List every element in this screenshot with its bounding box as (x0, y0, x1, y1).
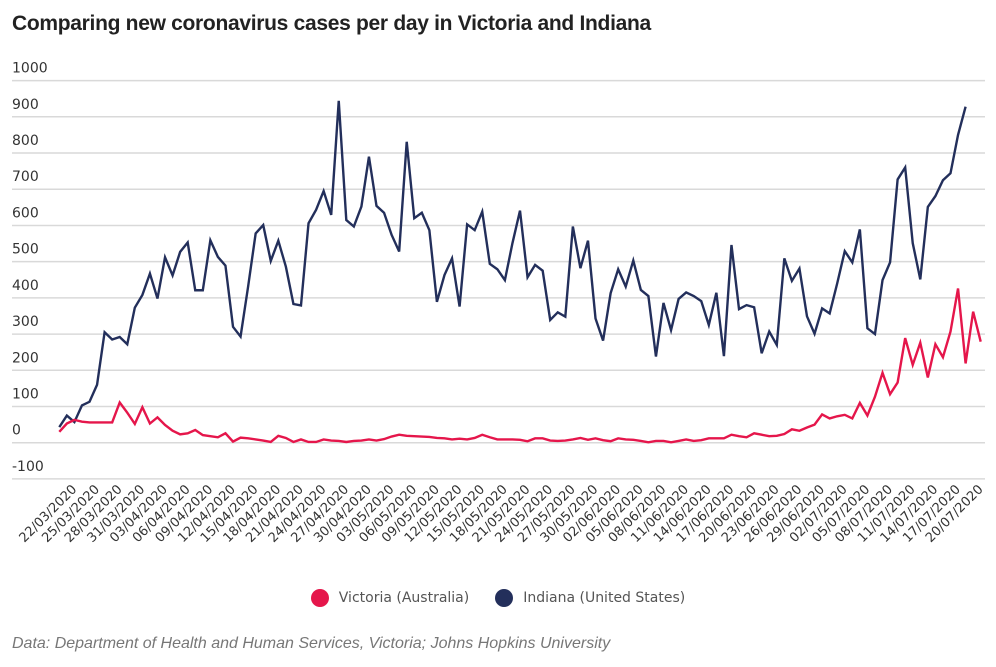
y-tick-label: 200 (12, 350, 39, 366)
y-tick-label: 600 (12, 205, 39, 221)
legend-item-victoria[interactable]: Victoria (Australia) (310, 589, 470, 607)
line-chart: -100 0 100 200 300 400 500 600 700 800 900 1000 22/… (12, 61, 987, 546)
y-tick-label: 0 (12, 423, 21, 439)
y-axis-ticks: -100 0 100 200 300 400 500 600 700 800 900 1000 (12, 61, 48, 475)
gridlines (12, 79, 985, 480)
source-note: Data: Department of Health and Human Ser… (12, 635, 611, 652)
y-tick-label: 500 (12, 242, 39, 258)
x-axis-ticks: 22/03/202025/03/202028/03/202031/03/2020… (17, 482, 987, 546)
legend-label-victoria: Victoria (Australia) (338, 590, 470, 606)
y-tick-label: 700 (12, 169, 39, 185)
y-tick-label: -100 (12, 459, 44, 475)
series-lines (58, 100, 982, 444)
legend-label-indiana: Indiana (United States) (523, 590, 686, 606)
legend: Victoria (Australia) Indiana (United Sta… (0, 589, 996, 607)
legend-swatch-indiana (495, 589, 514, 607)
y-tick-label: 900 (12, 97, 39, 113)
y-tick-label: 100 (12, 386, 39, 402)
y-tick-label: 800 (12, 133, 39, 149)
series-line-indiana (58, 100, 967, 428)
legend-swatch-victoria (310, 589, 329, 607)
y-tick-label: 1000 (12, 61, 48, 77)
legend-item-indiana[interactable]: Indiana (United States) (495, 589, 685, 607)
chart-title: Comparing new coronavirus cases per day … (12, 12, 651, 35)
y-tick-label: 400 (12, 278, 39, 294)
series-line-victoria (58, 288, 982, 444)
y-tick-label: 300 (12, 314, 39, 330)
